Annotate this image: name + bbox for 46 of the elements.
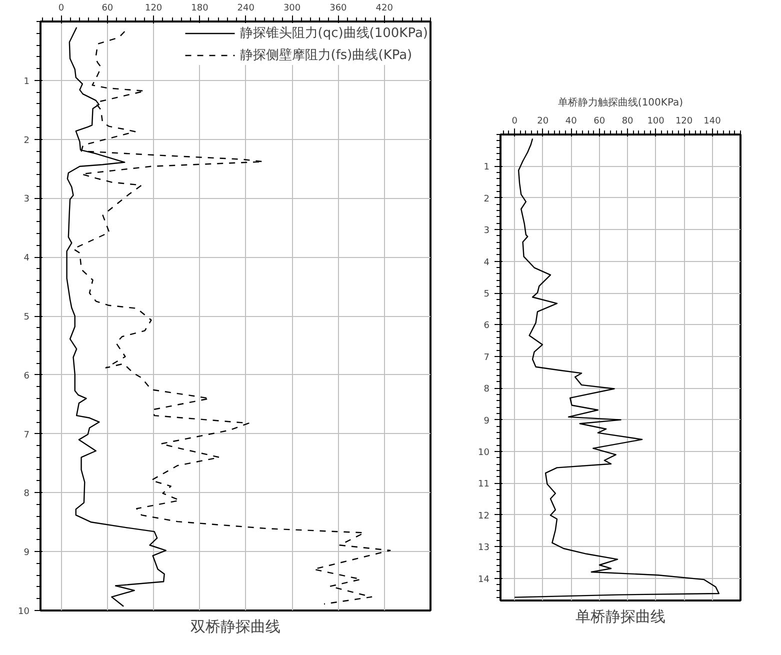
x-tick-label: 300	[283, 4, 301, 14]
y-tick-label: 6	[484, 321, 490, 332]
y-tick-label: 3	[484, 226, 490, 236]
y-tick-label: 7	[484, 352, 490, 363]
x-tick-label: 120	[675, 116, 693, 126]
legend-label: 静探锥头阻力(qc)曲线(100KPa)	[240, 25, 428, 42]
y-tick-label: 9	[484, 416, 490, 426]
y-tick-label: 8	[484, 384, 490, 395]
x-tick-label: 0	[512, 116, 518, 126]
x-tick-label: 0	[58, 4, 64, 14]
y-tick-label: 5	[24, 312, 30, 322]
x-tick-label: 60	[594, 116, 606, 126]
y-tick-label: 3	[24, 194, 30, 205]
chart-title: 单桥静力触探曲线(100KPa)	[558, 96, 684, 108]
x-tick-label: 420	[376, 4, 394, 14]
x-tick-label: 240	[237, 4, 255, 14]
y-tick-label: 7	[24, 430, 30, 440]
x-tick-label: 180	[191, 4, 209, 14]
y-tick-label: 14	[478, 574, 490, 585]
y-tick-label: 2	[484, 194, 490, 204]
text: 双桥静探曲线	[190, 618, 280, 636]
y-tick-label: 4	[484, 258, 490, 268]
y-tick-label: 11	[478, 480, 490, 490]
x-tick-label: 140	[704, 116, 722, 126]
x-tick-label: 120	[144, 4, 162, 14]
x-tick-label: 60	[102, 4, 114, 14]
y-tick-label: 1	[24, 76, 30, 87]
y-tick-label: 5	[484, 290, 490, 300]
x-tick-label: 360	[330, 4, 348, 14]
x-tick-label: 80	[622, 116, 634, 126]
y-tick-label: 8	[24, 489, 30, 500]
x-tick-label: 20	[537, 116, 549, 126]
y-tick-label: 10	[18, 607, 30, 617]
text: 单桥静探曲线	[576, 608, 666, 626]
y-tick-label: 6	[24, 371, 30, 382]
legend-label: 静探侧壁摩阻力(fs)曲线(KPa)	[240, 47, 412, 64]
line-series	[514, 138, 720, 598]
y-tick-label: 1	[484, 162, 490, 173]
x-tick-label: 100	[647, 116, 665, 126]
y-tick-label: 2	[24, 136, 30, 146]
y-tick-label: 12	[478, 511, 490, 522]
y-tick-label: 10	[478, 448, 490, 458]
y-tick-label: 9	[24, 548, 30, 558]
y-tick-label: 13	[478, 543, 490, 554]
y-tick-label: 4	[24, 254, 30, 264]
x-tick-label: 40	[565, 116, 578, 126]
